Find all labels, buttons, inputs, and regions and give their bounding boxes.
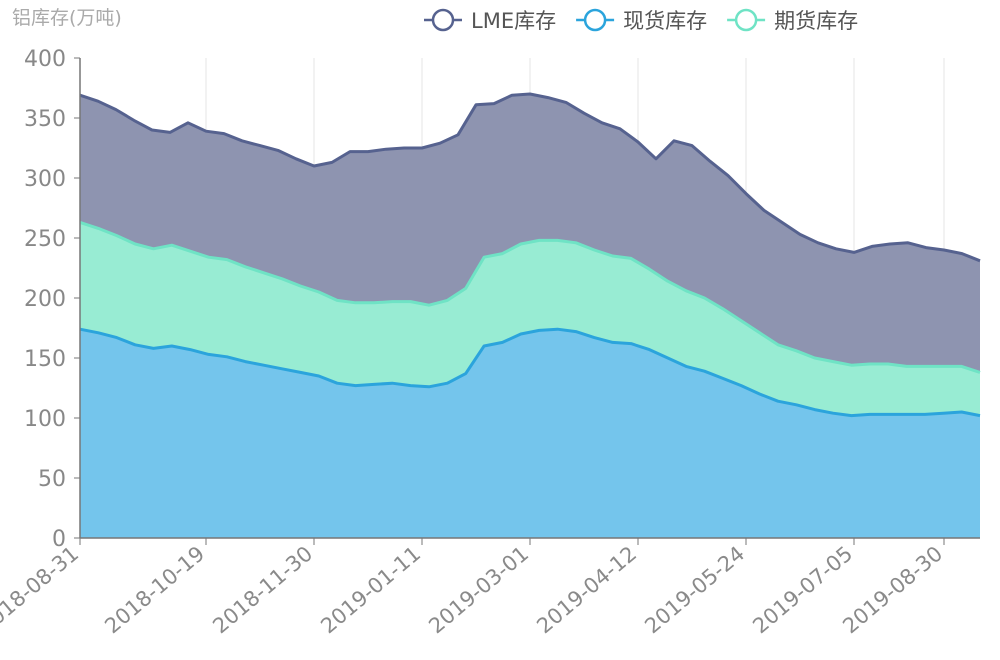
x-tick-label: 2018-11-30 <box>208 541 317 638</box>
area-fill-现货库存 <box>80 329 980 538</box>
legend-label: 现货库存 <box>623 9 707 33</box>
series-line-期货库存[interactable] <box>79 220 981 374</box>
y-tick-label: 400 <box>24 47 66 72</box>
x-tick-label: 2019-01-11 <box>316 541 425 638</box>
y-tick-label: 300 <box>24 167 66 192</box>
y-tick-label: 350 <box>24 107 66 132</box>
plot-area <box>79 92 981 538</box>
y-tick-label: 100 <box>24 407 66 432</box>
series-line-LME库存[interactable] <box>79 92 981 263</box>
x-tick-label: 2018-08-31 <box>0 541 83 638</box>
y-tick-label: 0 <box>52 527 66 552</box>
y-tick-label: 50 <box>38 467 66 492</box>
y-tick-label: 250 <box>24 227 66 252</box>
legend[interactable]: LME库存 现货库存 期货库存 <box>424 8 858 33</box>
legend-item-期货库存[interactable]: 期货库存 <box>727 8 858 33</box>
legend-marker-icon <box>734 8 758 32</box>
x-tick-label: 2019-03-01 <box>424 541 533 638</box>
legend-marker-icon <box>583 8 607 32</box>
series-line-现货库存[interactable] <box>79 327 981 418</box>
legend-label: 期货库存 <box>774 9 858 33</box>
y-tick-label: 150 <box>24 347 66 372</box>
x-tick-label: 2019-08-30 <box>838 541 947 638</box>
y-axis-label: 铝库存(万吨) <box>12 7 122 29</box>
legend-item-LME库存[interactable]: LME库存 <box>424 8 556 33</box>
x-tick-label: 2019-04-12 <box>532 541 641 638</box>
legend-marker-icon <box>431 8 455 32</box>
x-tick-label: 2018-10-19 <box>100 541 209 638</box>
y-tick-label: 200 <box>24 287 66 312</box>
x-tick-label: 2019-05-24 <box>640 541 749 638</box>
legend-label: LME库存 <box>471 9 556 33</box>
legend-item-现货库存[interactable]: 现货库存 <box>576 8 707 33</box>
